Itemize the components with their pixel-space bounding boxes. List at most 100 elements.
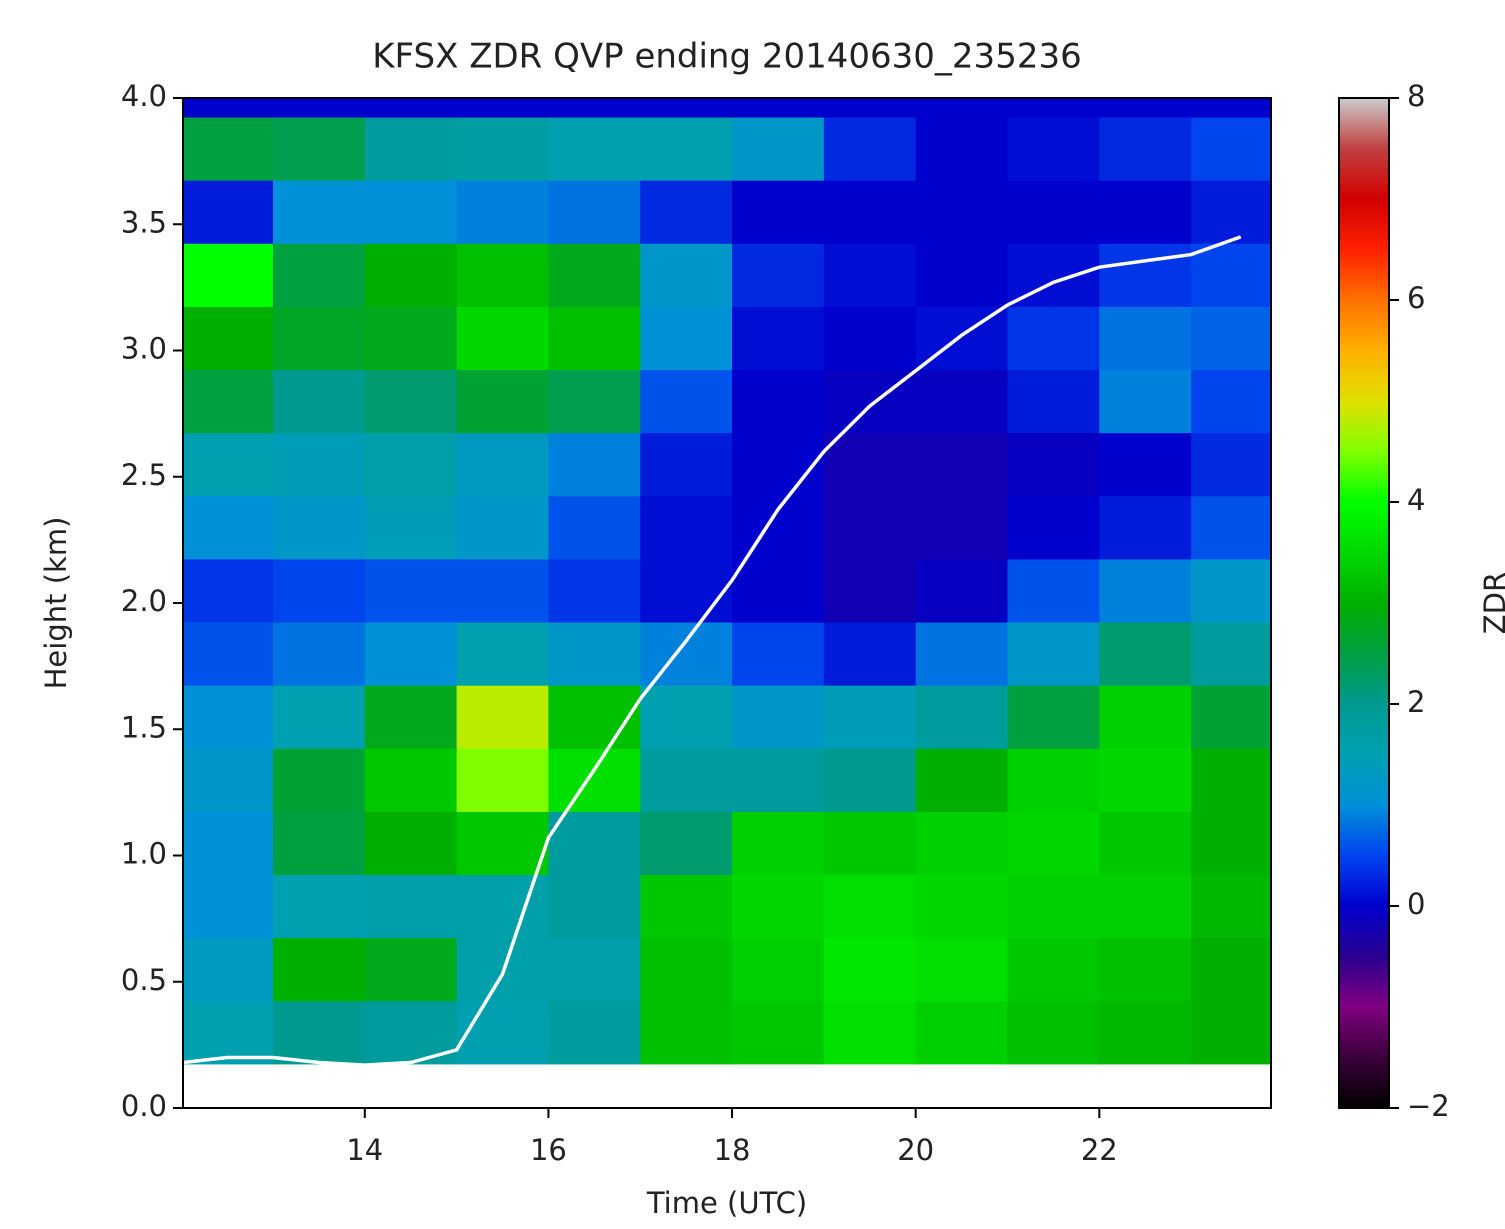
- heatmap-cell: [1007, 180, 1099, 244]
- heatmap-cell: [1099, 1001, 1191, 1065]
- heatmap-cell: [1007, 496, 1099, 560]
- heatmap-cell: [365, 369, 457, 433]
- y-tick-label: 1.5: [121, 710, 167, 744]
- heatmap-cell: [548, 117, 640, 181]
- heatmap-cell: [548, 306, 640, 370]
- heatmap-cell: [457, 811, 549, 875]
- heatmap-cell: [640, 748, 732, 812]
- x-tick-label: 14: [346, 1133, 383, 1167]
- heatmap-cell: [457, 306, 549, 370]
- heatmap-cell: [457, 559, 549, 623]
- heatmap-cell: [365, 117, 457, 181]
- x-tick-label: 22: [1081, 1133, 1118, 1167]
- heatmap-cell: [457, 874, 549, 938]
- heatmap-cell: [640, 117, 732, 181]
- heatmap-cell: [1007, 748, 1099, 812]
- heatmap-cell: [916, 117, 1008, 181]
- heatmap-cell: [1099, 622, 1191, 686]
- heatmap-cell: [273, 117, 365, 181]
- heatmap-cell: [640, 306, 732, 370]
- y-tick-label: 0.5: [121, 963, 167, 997]
- heatmap-cell: [365, 685, 457, 749]
- heatmap-cell: [273, 748, 365, 812]
- y-tick-label: 2.5: [121, 458, 167, 492]
- colorbar-tick-label: −2: [1407, 1089, 1450, 1123]
- heatmap-cell: [457, 433, 549, 497]
- heatmap-cell: [824, 622, 916, 686]
- heatmap-cell: [273, 306, 365, 370]
- heatmap-cell: [1099, 874, 1191, 938]
- heatmap-cell: [1099, 496, 1191, 560]
- heatmap-cell: [1099, 433, 1191, 497]
- heatmap-cell: [824, 559, 916, 623]
- heatmap-cell: [273, 1001, 365, 1065]
- heatmap-cell: [181, 622, 273, 686]
- heatmap-cell: [916, 685, 1008, 749]
- y-tick-label: 3.0: [121, 332, 167, 366]
- heatmap-cell: [1191, 496, 1283, 560]
- heatmap-cell: [273, 243, 365, 307]
- heatmap-cell: [732, 496, 824, 560]
- heatmap-cell: [1191, 243, 1283, 307]
- heatmap-cell: [916, 559, 1008, 623]
- x-tick-label: 18: [714, 1133, 751, 1167]
- heatmap-cell: [1191, 938, 1283, 1002]
- heatmap-cell: [1191, 306, 1283, 370]
- heatmap-cell: [824, 117, 916, 181]
- heatmap-cell: [181, 559, 273, 623]
- heatmap-cell: [824, 938, 916, 1002]
- heatmap-cell: [181, 433, 273, 497]
- heatmap-cell: [732, 369, 824, 433]
- heatmap-cell: [732, 622, 824, 686]
- heatmap-cell: [1007, 117, 1099, 181]
- heatmap-cell: [365, 874, 457, 938]
- heatmap-cell: [548, 874, 640, 938]
- heatmap-cell: [640, 496, 732, 560]
- heatmap-cell: [1007, 1001, 1099, 1065]
- heatmap-cell: [548, 748, 640, 812]
- heatmap-cell: [640, 559, 732, 623]
- heatmap-cell: [732, 1001, 824, 1065]
- heatmap-cell: [916, 180, 1008, 244]
- heatmap-cell: [1191, 1001, 1283, 1065]
- heatmap-cell: [640, 685, 732, 749]
- heatmap-cell: [273, 433, 365, 497]
- heatmap-cell: [732, 243, 824, 307]
- heatmap-cell: [548, 938, 640, 1002]
- heatmap-cell: [916, 433, 1008, 497]
- heatmap-cell: [824, 180, 916, 244]
- heatmap-cell: [1007, 685, 1099, 749]
- heatmap-cell: [548, 1001, 640, 1065]
- heatmap-cell: [1007, 938, 1099, 1002]
- heatmap-cell: [1099, 685, 1191, 749]
- colorbar-tick-label: 8: [1407, 79, 1425, 113]
- heatmap-cell: [181, 496, 273, 560]
- heatmap-cell: [1099, 306, 1191, 370]
- heatmap-cell: [457, 180, 549, 244]
- heatmap-cell: [457, 117, 549, 181]
- heatmap-cell: [1099, 811, 1191, 875]
- heatmap-cell: [732, 306, 824, 370]
- heatmap-cell: [1191, 369, 1283, 433]
- heatmap-cell: [640, 874, 732, 938]
- heatmap-cell: [181, 117, 273, 181]
- heatmap-cell: [916, 748, 1008, 812]
- heatmap-cell: [1191, 559, 1283, 623]
- heatmap-cell: [824, 496, 916, 560]
- heatmap-cell: [732, 180, 824, 244]
- heatmap-cell: [365, 622, 457, 686]
- heatmap-cell: [824, 433, 916, 497]
- heatmap-cell: [548, 622, 640, 686]
- heatmap-cell: [1191, 622, 1283, 686]
- heatmap-cell: [916, 811, 1008, 875]
- heatmap-cell: [273, 938, 365, 1002]
- heatmap-cell: [640, 938, 732, 1002]
- heatmap-cell: [1191, 874, 1283, 938]
- colorbar-tick-label: 2: [1407, 685, 1425, 719]
- heatmap-cell: [365, 243, 457, 307]
- heatmap-cell: [548, 243, 640, 307]
- heatmap-cell: [1191, 748, 1283, 812]
- heatmap-cell: [548, 433, 640, 497]
- heatmap-cell: [916, 622, 1008, 686]
- heatmap-cell: [824, 1001, 916, 1065]
